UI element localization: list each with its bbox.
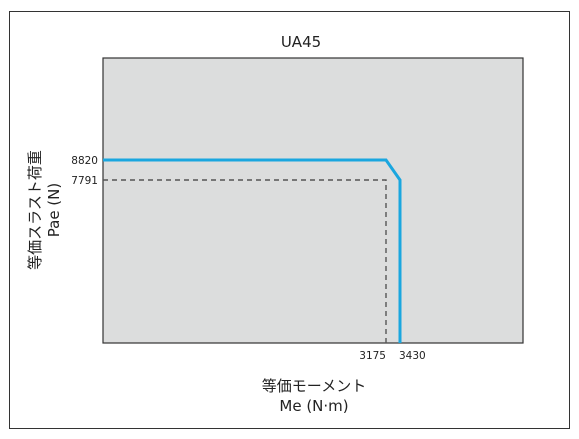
- series-line-dashed: [103, 179, 387, 343]
- series-line-solid: [103, 158, 402, 343]
- tick-layer: 8820 7791 3175 3430: [71, 155, 425, 362]
- chart-title: UA45: [281, 33, 321, 51]
- x-tick-label: 3175: [359, 350, 386, 362]
- plot-area: [102, 57, 524, 344]
- y-tick-label: 7791: [71, 175, 98, 187]
- y-axis-label-line1: 等価スラスト荷重: [26, 150, 44, 270]
- x-tick-label: 3430: [399, 350, 426, 362]
- y-axis-label-line2: Pae (N): [45, 183, 63, 238]
- series-layer: [103, 158, 402, 343]
- x-axis-label-line1: 等価モーメント: [262, 377, 366, 395]
- x-axis-label-line2: Me (N·m): [279, 397, 348, 415]
- y-tick-label: 8820: [71, 155, 98, 167]
